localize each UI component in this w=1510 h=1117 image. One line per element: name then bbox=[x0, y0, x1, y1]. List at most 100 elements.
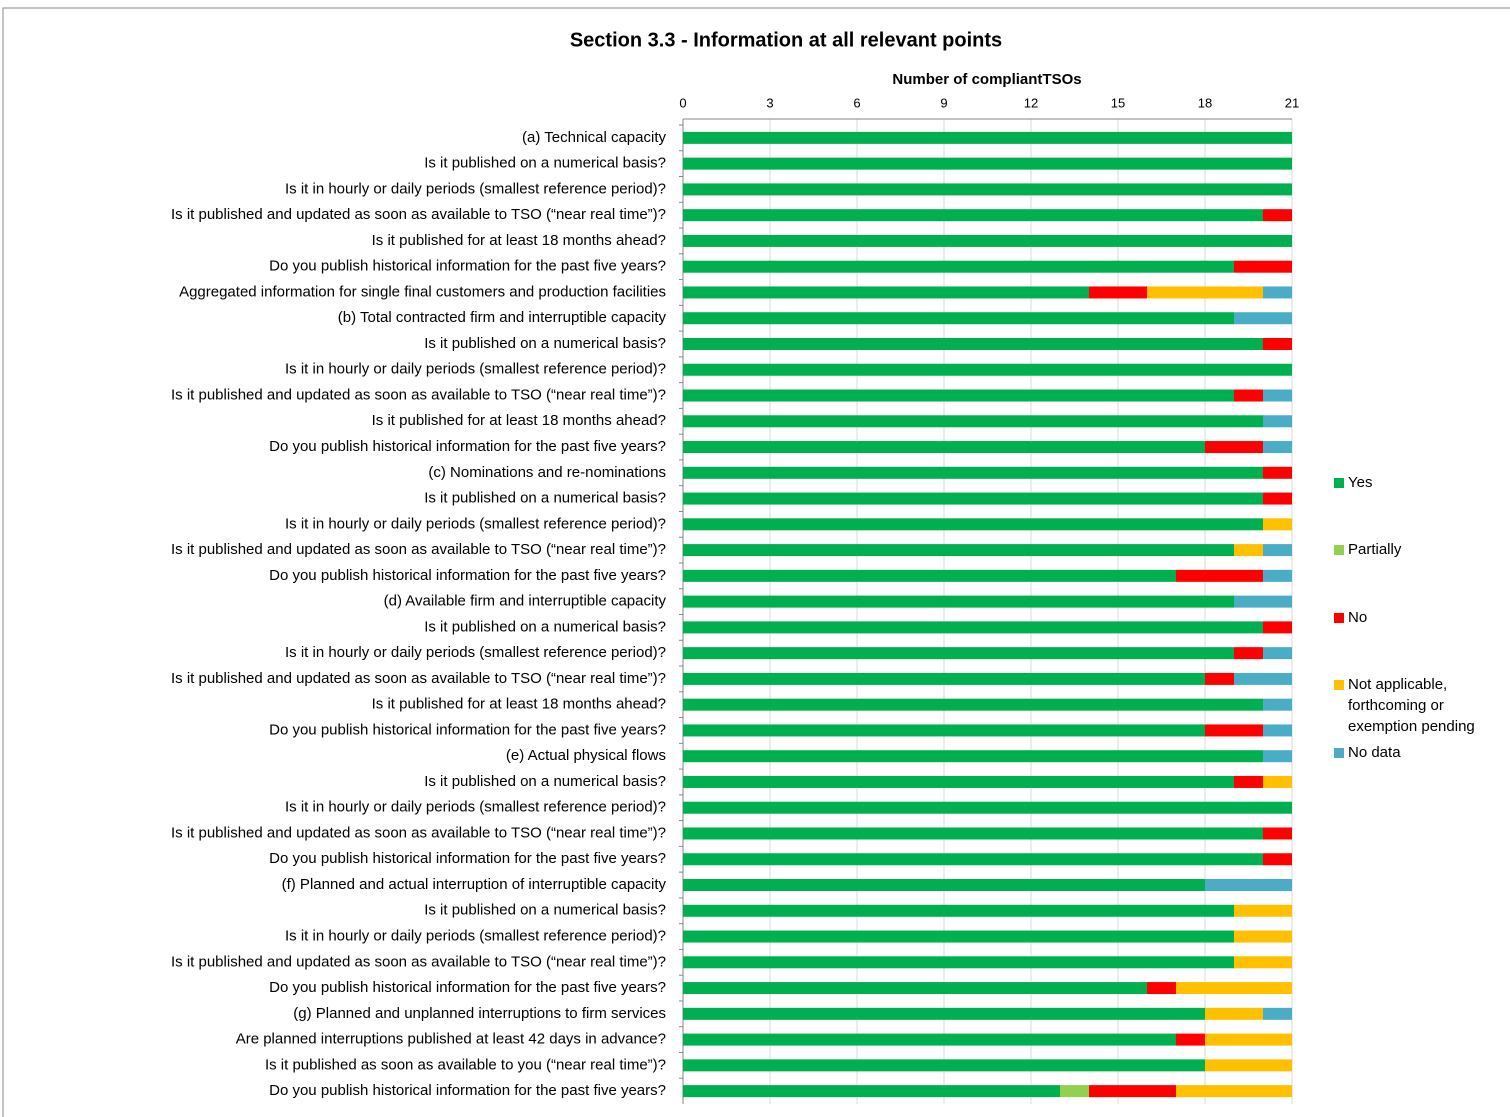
legend-item: Not applicable, forthcoming or exemption… bbox=[1334, 674, 1504, 737]
y-tick-label: Is it published on a numerical basis? bbox=[424, 155, 666, 172]
y-tick-label: Is it published and updated as soon as a… bbox=[171, 206, 666, 223]
bar-segment bbox=[1263, 750, 1292, 763]
bar-segment bbox=[1263, 698, 1292, 711]
bar-segment bbox=[683, 956, 1234, 969]
bar-segment bbox=[1176, 569, 1263, 582]
legend-swatch bbox=[1334, 613, 1344, 623]
bar-segment bbox=[1234, 775, 1263, 788]
y-tick-label: Is it published and updated as soon as a… bbox=[171, 541, 666, 558]
bar-segment bbox=[683, 544, 1234, 557]
bar-segment bbox=[1263, 621, 1292, 634]
bar-segment bbox=[683, 879, 1205, 892]
bar-segment bbox=[683, 492, 1263, 505]
y-tick-label: Do you publish historical information fo… bbox=[269, 721, 666, 738]
bar-segment bbox=[1089, 1085, 1176, 1098]
bar-segment bbox=[683, 930, 1234, 943]
bar-segment bbox=[683, 827, 1263, 840]
x-tick-label: 0 bbox=[679, 95, 686, 110]
bar-segment bbox=[683, 441, 1205, 454]
bar-segment bbox=[683, 389, 1234, 402]
x-tick-label: 6 bbox=[853, 95, 860, 110]
bar-segment bbox=[1205, 724, 1263, 737]
bar-segment bbox=[683, 286, 1089, 299]
chart-frame bbox=[2, 7, 1510, 1117]
y-tick-label: (d) Available firm and interruptible cap… bbox=[384, 593, 667, 610]
bar-segment bbox=[683, 982, 1147, 995]
y-tick-label: Do you publish historical information fo… bbox=[269, 850, 666, 867]
y-tick-label: Do you publish historical information fo… bbox=[269, 258, 666, 275]
bar-segment bbox=[1263, 389, 1292, 402]
y-tick-label: Aggregated information for single final … bbox=[179, 283, 666, 300]
bar-segment bbox=[683, 775, 1234, 788]
bar-segment bbox=[1234, 647, 1263, 660]
bar-segment bbox=[683, 518, 1263, 531]
bar-segment bbox=[1176, 1033, 1205, 1046]
bar-segment bbox=[1263, 775, 1292, 788]
bar-segment bbox=[1089, 286, 1147, 299]
bar-segment bbox=[1147, 286, 1263, 299]
y-tick-label: (f) Planned and actual interruption of i… bbox=[282, 876, 667, 893]
legend-item: No bbox=[1334, 607, 1504, 628]
bar-segment bbox=[1263, 492, 1292, 505]
bar-segment bbox=[1263, 544, 1292, 557]
bar-segment bbox=[683, 724, 1205, 737]
bar-segment bbox=[683, 415, 1263, 428]
bar-segment bbox=[1263, 827, 1292, 840]
bar-segment bbox=[683, 234, 1292, 247]
y-tick-label: Is it published on a numerical basis? bbox=[424, 490, 666, 507]
bar-segment bbox=[683, 853, 1263, 866]
legend-item: Yes bbox=[1334, 472, 1504, 493]
y-tick-label: Do you publish historical information fo… bbox=[269, 979, 666, 996]
y-tick-label: Is it published on a numerical basis? bbox=[424, 618, 666, 635]
bar-segment bbox=[683, 698, 1263, 711]
bar-segment bbox=[1234, 312, 1292, 325]
y-tick-label: Is it in hourly or daily periods (smalle… bbox=[285, 180, 666, 197]
bar-segment bbox=[1263, 209, 1292, 222]
bar-segment bbox=[1263, 337, 1292, 350]
y-tick-label: Is it published on a numerical basis? bbox=[424, 335, 666, 352]
bar-segment bbox=[1263, 853, 1292, 866]
x-tick-label: 9 bbox=[940, 95, 947, 110]
bar-segment bbox=[683, 750, 1263, 763]
bar-segment bbox=[1263, 1007, 1292, 1020]
bar-segment bbox=[683, 131, 1292, 144]
bar-segment bbox=[683, 621, 1263, 634]
legend-swatch bbox=[1334, 545, 1344, 555]
bar-segment bbox=[683, 595, 1234, 608]
y-tick-label: Is it in hourly or daily periods (smalle… bbox=[285, 928, 666, 945]
bar-segment bbox=[1234, 904, 1292, 917]
y-tick-label: Is it published for at least 18 months a… bbox=[372, 696, 666, 713]
y-tick-label: Do you publish historical information fo… bbox=[269, 1082, 666, 1099]
legend-swatch bbox=[1334, 478, 1344, 488]
legend-label: Yes bbox=[1348, 474, 1373, 491]
bar-segment bbox=[683, 260, 1234, 273]
y-tick-label: (g) Planned and unplanned interruptions … bbox=[293, 1005, 666, 1022]
bar-segment bbox=[683, 1059, 1205, 1072]
chart-title: Section 3.3 - Information at all relevan… bbox=[570, 29, 1002, 51]
y-tick-label: (e) Actual physical flows bbox=[506, 747, 666, 764]
bar-segment bbox=[683, 312, 1234, 325]
legend-label: Not applicable, forthcoming or exemption… bbox=[1348, 676, 1475, 735]
bar-segment bbox=[1263, 415, 1292, 428]
bar-segment bbox=[1263, 441, 1292, 454]
legend-label: No data bbox=[1348, 744, 1401, 761]
bar-segment bbox=[683, 337, 1263, 350]
x-tick-label: 21 bbox=[1285, 95, 1299, 110]
bar-segment bbox=[1205, 1007, 1263, 1020]
x-axis-title: Number of compliantTSOs bbox=[892, 71, 1081, 88]
y-tick-label: Is it published on a numerical basis? bbox=[424, 773, 666, 790]
bar-segment bbox=[683, 1033, 1176, 1046]
bar-segment bbox=[683, 466, 1263, 479]
bar-segment bbox=[1263, 569, 1292, 582]
y-tick-label: (c) Nominations and re-nominations bbox=[428, 464, 666, 481]
bar-segment bbox=[1263, 466, 1292, 479]
bar-segment bbox=[1205, 441, 1263, 454]
y-tick-label: Is it published for at least 18 months a… bbox=[372, 232, 666, 249]
x-tick-label: 15 bbox=[1111, 95, 1125, 110]
bar-segment bbox=[1234, 672, 1292, 685]
y-tick-label: Is it published and updated as soon as a… bbox=[171, 386, 666, 403]
bar-segment bbox=[1234, 930, 1292, 943]
y-tick-label: (a) Technical capacity bbox=[522, 129, 666, 146]
